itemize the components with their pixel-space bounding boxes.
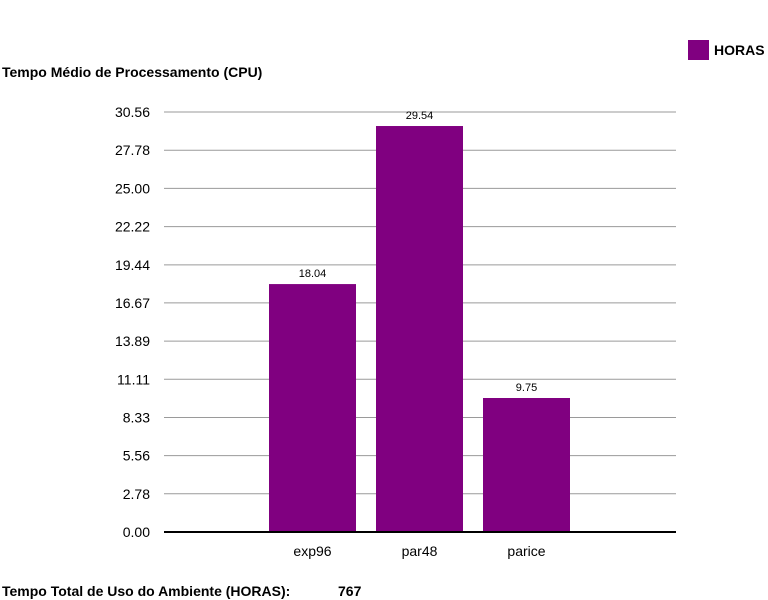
data-label: 29.54 <box>406 110 434 122</box>
footer-value: 767 <box>338 583 362 599</box>
y-tick-label: 0.00 <box>123 524 150 540</box>
footer: Tempo Total de Uso do Ambiente (HORAS): 7… <box>2 583 361 599</box>
data-labels: 18.04 29.54 9.75 <box>299 110 537 394</box>
x-category-label: parice <box>507 543 545 559</box>
chart-title: Tempo Médio de Processamento (CPU) <box>2 64 263 80</box>
y-axis-ticks: 0.00 2.78 5.56 8.33 11.11 13.89 16.67 19.44 22.2… <box>115 104 150 540</box>
y-tick-label: 19.44 <box>115 257 150 273</box>
bar <box>376 126 463 533</box>
bars <box>269 126 570 533</box>
y-tick-label: 25.00 <box>115 180 150 196</box>
y-tick-label: 27.78 <box>115 142 150 158</box>
data-label: 9.75 <box>516 382 537 394</box>
x-axis-categories: exp96 par48 parice <box>293 543 545 559</box>
y-tick-label: 2.78 <box>123 486 150 502</box>
bar <box>269 284 356 532</box>
legend-swatch <box>688 40 709 60</box>
legend: HORAS <box>688 40 765 60</box>
y-tick-label: 11.11 <box>117 371 150 387</box>
data-label: 18.04 <box>299 268 327 280</box>
x-category-label: par48 <box>402 543 438 559</box>
x-category-label: exp96 <box>293 543 331 559</box>
bar <box>483 398 570 532</box>
y-tick-label: 16.67 <box>115 295 150 311</box>
y-tick-label: 22.22 <box>115 219 150 235</box>
footer-label: Tempo Total de Uso do Ambiente (HORAS): <box>2 583 291 599</box>
y-tick-label: 8.33 <box>123 410 150 426</box>
y-tick-label: 5.56 <box>123 448 150 464</box>
legend-label: HORAS <box>714 42 765 58</box>
y-tick-label: 30.56 <box>115 104 150 120</box>
y-tick-label: 13.89 <box>115 333 150 349</box>
